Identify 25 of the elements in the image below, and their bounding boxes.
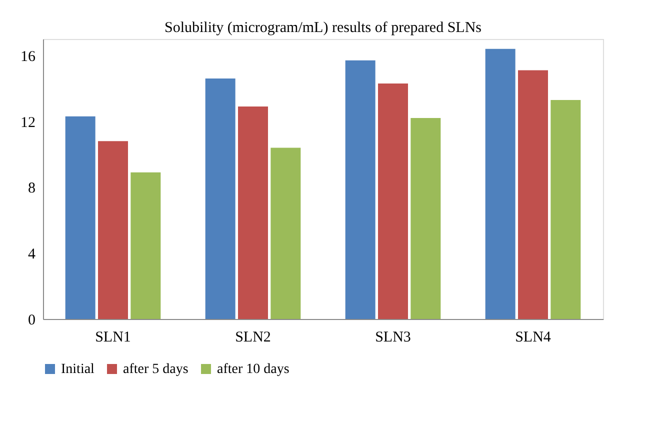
x-tick-label: SLN3 bbox=[375, 330, 411, 346]
legend-label: Initial bbox=[61, 362, 95, 377]
bar bbox=[378, 83, 408, 319]
bar bbox=[270, 148, 301, 319]
bar bbox=[345, 60, 376, 319]
y-tick-label: 0 bbox=[28, 312, 36, 328]
x-tick-label: SLN4 bbox=[515, 330, 552, 346]
y-tick-label: 12 bbox=[20, 114, 36, 131]
bar bbox=[205, 78, 236, 319]
x-tick-label: SLN1 bbox=[95, 330, 131, 346]
bar bbox=[410, 118, 441, 319]
y-tick-label: 16 bbox=[20, 48, 36, 65]
bar bbox=[65, 116, 96, 319]
chart-title: Solubility (microgram/mL) results of prepared SLNs bbox=[164, 20, 482, 36]
bar bbox=[485, 48, 516, 319]
legend-label: after 5 days bbox=[123, 362, 188, 377]
bar bbox=[238, 106, 268, 319]
bar bbox=[98, 141, 128, 319]
bar bbox=[518, 70, 548, 319]
bar bbox=[130, 172, 161, 319]
x-tick-label: SLN2 bbox=[235, 330, 271, 346]
y-tick-label: 4 bbox=[28, 246, 36, 263]
bar bbox=[550, 100, 581, 319]
y-tick-label: 8 bbox=[28, 180, 36, 197]
legend-label: after 10 days bbox=[217, 362, 290, 377]
